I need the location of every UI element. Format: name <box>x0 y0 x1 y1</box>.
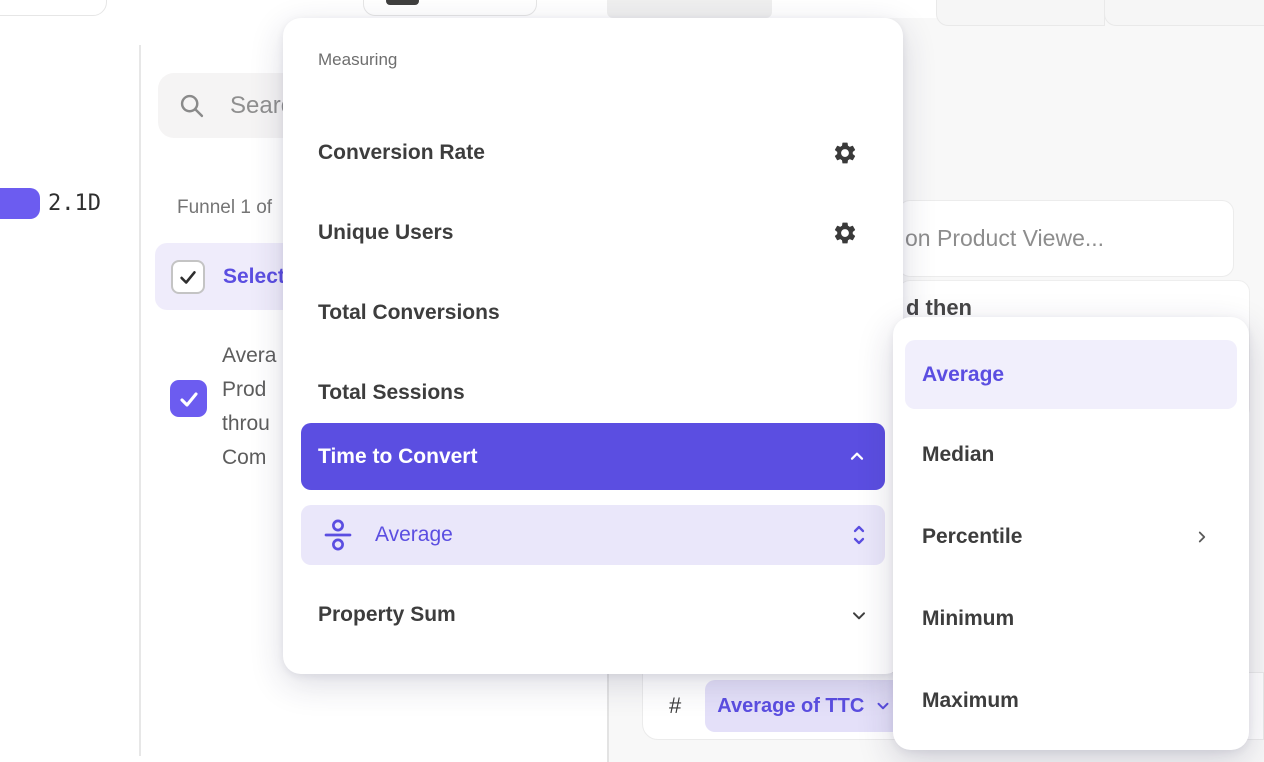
check-icon <box>180 270 196 284</box>
top-toolbar-notch <box>386 0 419 5</box>
duration-badge-label: 2.1D <box>48 191 101 216</box>
column-divider <box>139 45 141 756</box>
menu-item-property-sum[interactable]: Property Sum <box>283 588 903 642</box>
menu-item-label: Total Sessions <box>318 381 465 404</box>
numeric-type-icon: # <box>669 693 682 718</box>
menu-item-total-conversions[interactable]: Total Conversions <box>283 286 903 340</box>
aggregation-item-label: Maximum <box>922 688 1019 712</box>
aggregation-item-maximum[interactable]: Maximum <box>905 666 1237 735</box>
step-line: throu <box>222 412 270 435</box>
aggregation-item-average[interactable]: Average <box>905 340 1237 409</box>
aggregation-menu: Average Median Percentile Minimum Maximu… <box>893 317 1249 750</box>
aggregation-item-label: Minimum <box>922 606 1015 630</box>
menu-item-label: Total Conversions <box>318 301 500 324</box>
event-step-card[interactable]: on Product Viewe... <box>898 200 1234 277</box>
then-label: d then <box>906 295 972 320</box>
measuring-menu: Measuring Conversion Rate Unique Users T… <box>283 18 903 674</box>
step-line: Prod <box>222 378 267 401</box>
menu-item-label: Conversion Rate <box>318 141 485 164</box>
aggregation-item-label: Percentile <box>922 524 1023 548</box>
measuring-menu-header: Measuring <box>318 50 398 69</box>
menu-item-label: Property Sum <box>318 603 456 626</box>
metric-dropdown[interactable]: Average of TTC <box>705 680 920 732</box>
chevron-up-icon <box>847 447 867 467</box>
menu-item-label: Time to Convert <box>318 444 478 468</box>
search-icon <box>178 92 206 120</box>
menu-subitem-label: Average <box>375 523 453 546</box>
top-right-button-2[interactable] <box>1104 0 1264 26</box>
menu-item-conversion-rate[interactable]: Conversion Rate <box>283 126 903 180</box>
menu-item-label: Unique Users <box>318 221 454 244</box>
check-icon <box>179 391 198 407</box>
event-step-label: on Product Viewe... <box>905 225 1105 251</box>
menu-subitem-average[interactable]: Average <box>301 505 885 565</box>
select-label: Select <box>223 264 285 288</box>
chevron-right-icon <box>1193 528 1211 546</box>
select-updown-icon <box>851 522 867 548</box>
aggregation-item-label: Median <box>922 442 995 466</box>
gear-icon[interactable] <box>832 140 858 166</box>
menu-item-total-sessions[interactable]: Total Sessions <box>283 366 903 420</box>
top-left-card-corner <box>0 0 107 16</box>
report-color-badge[interactable] <box>0 188 40 219</box>
aggregation-item-median[interactable]: Median <box>905 420 1237 489</box>
metric-dropdown-label: Average of TTC <box>717 694 865 717</box>
menu-item-unique-users[interactable]: Unique Users <box>283 206 903 260</box>
aggregation-item-label: Average <box>922 362 1005 386</box>
step-line: Avera <box>222 344 277 367</box>
average-divide-icon <box>322 518 354 552</box>
column-divider-2 <box>607 674 609 762</box>
step-description: Avera Prod throu Com <box>222 339 276 475</box>
aggregation-item-percentile[interactable]: Percentile <box>905 502 1237 571</box>
top-gray-panel <box>607 0 772 18</box>
menu-item-time-to-convert[interactable]: Time to Convert <box>301 423 885 490</box>
step-line: Com <box>222 446 267 469</box>
aggregation-item-minimum[interactable]: Minimum <box>905 584 1237 653</box>
select-checkbox[interactable] <box>171 259 205 294</box>
step-checkbox[interactable] <box>170 380 207 417</box>
gear-icon[interactable] <box>832 220 858 246</box>
chevron-down-icon <box>874 697 892 715</box>
funnel-count-label: Funnel 1 of <box>177 197 273 218</box>
top-right-button-1[interactable] <box>936 0 1105 26</box>
chevron-down-icon <box>849 605 869 625</box>
